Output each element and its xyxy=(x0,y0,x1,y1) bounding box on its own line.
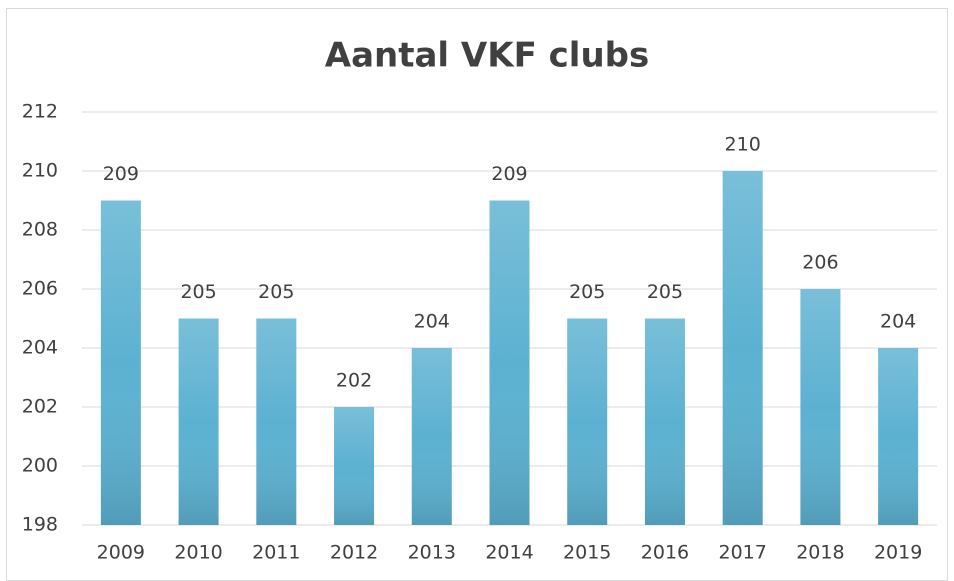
bar-shade xyxy=(644,318,685,525)
data-label: 206 xyxy=(802,252,838,274)
bar-shade xyxy=(411,348,452,525)
y-tick-label: 210 xyxy=(22,160,58,182)
data-label: 210 xyxy=(725,134,761,156)
data-label: 205 xyxy=(569,281,605,303)
y-tick-label: 202 xyxy=(22,396,58,418)
y-tick-label: 206 xyxy=(22,278,58,300)
chart-title: Aantal VKF clubs xyxy=(325,36,649,76)
data-label: 205 xyxy=(258,281,294,303)
bar-shade xyxy=(567,318,608,525)
y-tick-label: 198 xyxy=(22,514,58,536)
data-label: 202 xyxy=(336,370,372,392)
data-label: 209 xyxy=(103,163,139,185)
x-tick-label: 2012 xyxy=(330,542,378,564)
chart-frame xyxy=(6,8,948,581)
bar-shade xyxy=(256,318,297,525)
x-tick-label: 2014 xyxy=(485,542,533,564)
data-label: 204 xyxy=(414,311,450,333)
x-tick-label: 2019 xyxy=(874,542,922,564)
x-tick-label: 2009 xyxy=(97,542,145,564)
bar-shade xyxy=(178,318,219,525)
bar-shade xyxy=(722,171,763,525)
x-tick-label: 2016 xyxy=(641,542,689,564)
x-tick-label: 2015 xyxy=(563,542,611,564)
x-tick-label: 2013 xyxy=(408,542,456,564)
data-label: 205 xyxy=(647,281,683,303)
x-tick-label: 2018 xyxy=(796,542,844,564)
y-tick-label: 212 xyxy=(22,101,58,123)
data-label: 205 xyxy=(180,281,216,303)
bar-shade xyxy=(489,200,530,525)
data-label: 204 xyxy=(880,311,916,333)
bar-shade xyxy=(334,407,375,525)
bar-shade xyxy=(878,348,919,525)
data-label: 209 xyxy=(491,163,527,185)
bar-shade xyxy=(800,289,841,525)
y-tick-label: 200 xyxy=(22,455,58,477)
bar-shade xyxy=(100,200,141,525)
y-tick-label: 204 xyxy=(22,337,58,359)
y-tick-label: 208 xyxy=(22,219,58,241)
x-tick-label: 2017 xyxy=(719,542,767,564)
x-tick-label: 2011 xyxy=(252,542,300,564)
x-tick-label: 2010 xyxy=(174,542,222,564)
